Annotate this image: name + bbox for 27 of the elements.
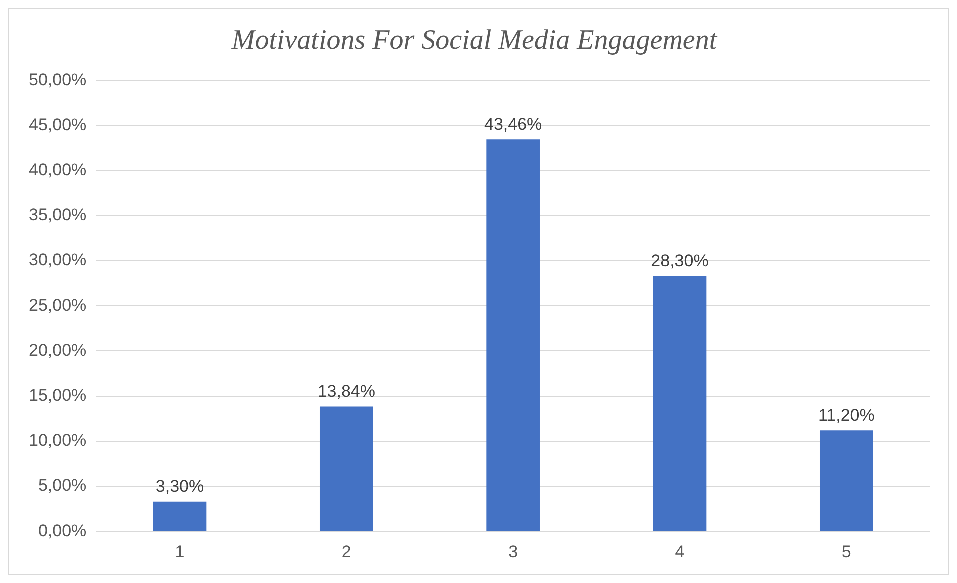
y-tick-label: 25,00%	[28, 296, 87, 315]
bar	[820, 430, 874, 532]
data-label: 3,30%	[156, 477, 204, 496]
data-label: 11,20%	[818, 406, 875, 425]
chart-title: Motivations For Social Media Engagement	[230, 25, 718, 56]
y-tick-label: 10,00%	[28, 431, 87, 450]
y-tick-label: 45,00%	[28, 115, 87, 134]
y-tick-label: 20,00%	[28, 340, 87, 360]
data-label: 28,30%	[651, 252, 709, 271]
data-label: 13,84%	[318, 382, 376, 401]
bar	[320, 406, 374, 532]
y-tick-label: 30,00%	[28, 250, 87, 270]
bar	[653, 276, 707, 532]
data-label: 43,46%	[484, 114, 542, 134]
bar	[153, 502, 207, 532]
x-tick-label: 3	[508, 542, 518, 562]
x-tick-label: 4	[675, 542, 685, 562]
y-tick-label: 15,00%	[28, 386, 87, 405]
bar	[486, 140, 540, 532]
x-tick-label: 5	[842, 542, 852, 562]
y-tick-label: 5,00%	[38, 476, 87, 496]
x-tick-label: 1	[175, 542, 185, 562]
y-tick-label: 0,00%	[38, 521, 87, 540]
y-tick-label: 35,00%	[28, 206, 87, 225]
x-tick-label: 2	[342, 542, 352, 562]
y-tick-label: 40,00%	[28, 160, 87, 180]
y-tick-label: 50,00%	[28, 70, 87, 90]
